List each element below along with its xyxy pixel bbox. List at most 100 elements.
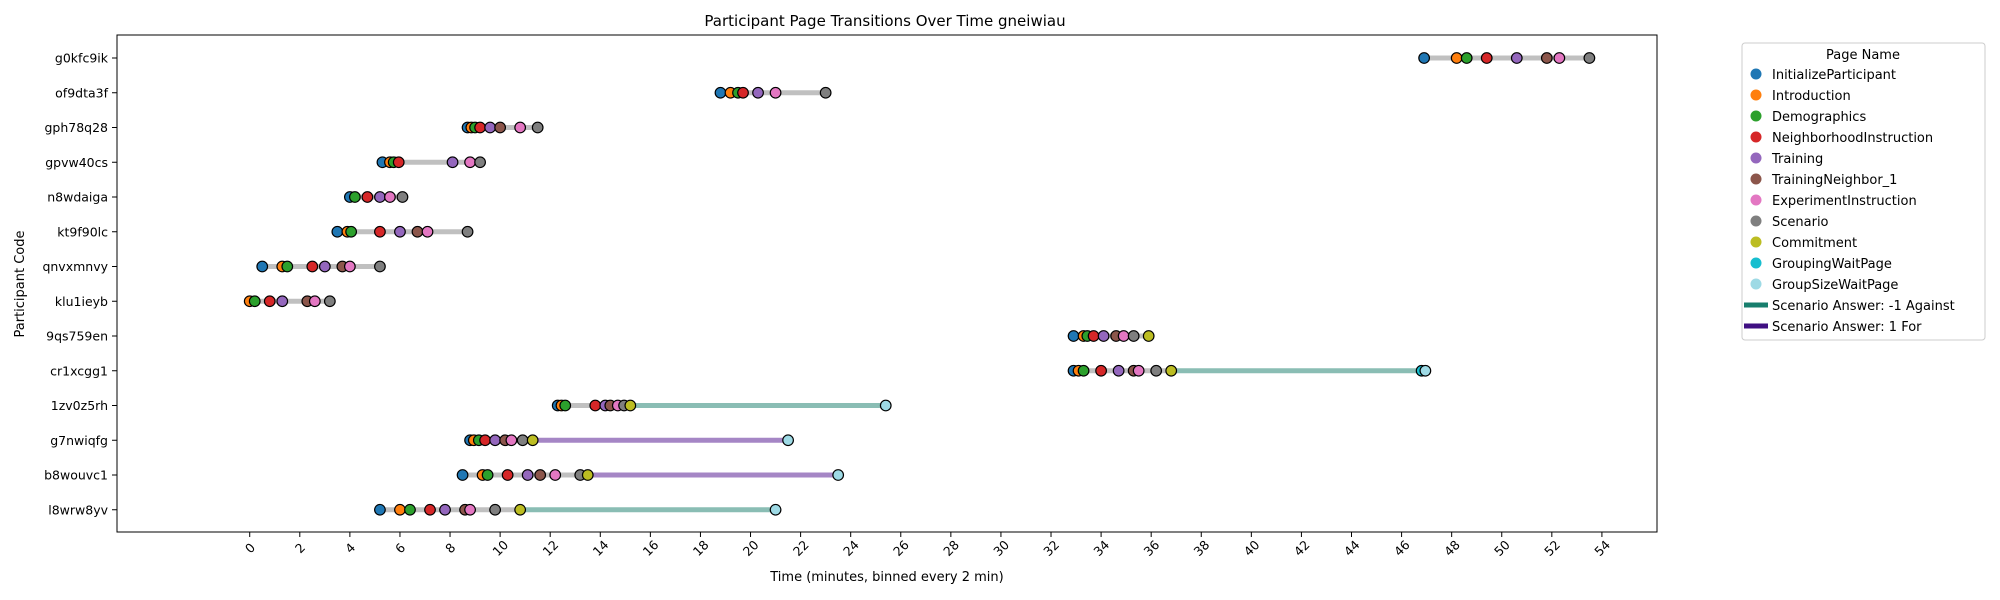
x-tick-label: 28 [940, 537, 962, 559]
data-point [384, 191, 396, 203]
data-point [521, 469, 534, 481]
data-point [306, 260, 319, 273]
data-point [318, 260, 331, 273]
data-point [396, 191, 409, 203]
data-point [782, 434, 794, 447]
data-point [1132, 364, 1145, 377]
data-point [819, 86, 832, 99]
data-point [481, 469, 494, 481]
data-point [424, 503, 436, 516]
data-point [549, 469, 562, 481]
data-point [248, 295, 261, 308]
legend-label: TrainingNeighbor_1 [1771, 173, 1897, 188]
data-point [464, 156, 476, 169]
data-point [331, 225, 344, 238]
y-tick-label: gph78q28 [44, 120, 108, 135]
data-point [1087, 330, 1100, 342]
data-point [534, 469, 547, 481]
data-point [589, 399, 602, 412]
data-point [1067, 330, 1080, 342]
x-tick-label: 48 [1441, 537, 1463, 559]
y-tick-label: of9dta3f [55, 85, 108, 100]
x-tick-label: 40 [1241, 537, 1263, 559]
data-point [374, 225, 386, 238]
x-tick-label: 14 [590, 537, 612, 559]
y-tick-label: g0kfc9ik [55, 51, 109, 66]
x-tick-label: 16 [640, 537, 662, 559]
data-point [474, 121, 486, 134]
data-point [1112, 364, 1125, 377]
legend-marker [1750, 194, 1762, 206]
x-tick-label: 54 [1591, 537, 1613, 559]
y-axis: g0kfc9ik of9dta3f gph78q28 gpvw40cs n8wdaiga… [42, 51, 117, 517]
data-point [276, 295, 289, 308]
x-tick-label: 42 [1291, 537, 1313, 559]
data-point [392, 156, 405, 169]
x-tick-label: 32 [1040, 537, 1062, 559]
legend-label: NeighborhoodInstruction [1772, 131, 1933, 146]
data-point [348, 191, 361, 203]
y-tick-label: qnvxmnvy [42, 259, 108, 274]
data-point [879, 399, 892, 412]
legend-label: Commitment [1772, 236, 1857, 251]
data-point [456, 469, 469, 481]
data-point [323, 295, 336, 308]
data-point [374, 191, 386, 203]
chart-title: Participant Page Transitions Over Time g… [704, 12, 1065, 30]
legend-label: Introduction [1772, 89, 1851, 104]
legend-label: Training [1771, 152, 1823, 167]
data-point [1150, 364, 1163, 377]
data-point [1510, 52, 1523, 64]
data-point [737, 86, 749, 99]
data-point [479, 434, 491, 447]
x-tick-label: 10 [489, 537, 511, 559]
x-tick-label: 34 [1090, 537, 1112, 559]
data-point [1480, 52, 1493, 64]
legend-label: GroupSizeWaitPage [1772, 278, 1898, 293]
y-tick-label: b8wouvc1 [44, 468, 108, 483]
data-point [1540, 52, 1553, 64]
legend-label: Scenario Answer: -1 Against [1772, 299, 1955, 314]
data-point [501, 469, 514, 481]
data-point [769, 86, 782, 99]
data-point [1553, 52, 1566, 64]
y-tick-label: klu1ieyb [55, 294, 108, 309]
legend-marker [1750, 110, 1762, 122]
legend-marker [1750, 236, 1762, 248]
data-point [514, 121, 527, 134]
legend-marker [1750, 278, 1762, 290]
x-axis-label: Time (minutes, binned every 2 min) [769, 570, 1003, 585]
data-point [394, 225, 406, 238]
x-tick-label: 12 [540, 537, 562, 559]
legend-label: Scenario [1772, 215, 1829, 230]
legend-marker [1750, 89, 1762, 101]
y-tick-label: 1zv0z5rh [51, 398, 108, 413]
data-point [1095, 364, 1107, 377]
x-tick-label: 26 [890, 537, 912, 559]
legend-marker [1750, 131, 1762, 143]
data-point [263, 295, 276, 308]
x-tick-label: 20 [740, 537, 762, 559]
y-tick-label: cr1xcgg1 [50, 363, 108, 378]
data-point [464, 503, 476, 516]
legend-label: Demographics [1772, 110, 1866, 125]
data-point [516, 434, 529, 447]
y-tick-label: n8wdaiga [47, 190, 108, 205]
data-point [624, 399, 637, 412]
x-tick-label: 24 [840, 537, 862, 559]
data-point [374, 503, 386, 516]
data-point [1450, 52, 1463, 64]
data-point [559, 399, 572, 412]
data-point [526, 434, 539, 447]
legend-box [1741, 42, 1986, 341]
legend-label: ExperimentInstruction [1772, 194, 1917, 209]
legend-marker [1750, 68, 1762, 80]
y-tick-label: g7nwiqfg [50, 433, 108, 448]
data-point [1165, 364, 1178, 377]
data-point [446, 156, 459, 169]
legend-items: InitializeParticipant Introduction Demogra… [1744, 68, 1955, 335]
x-tick-label: 30 [990, 537, 1012, 559]
x-tick-label: 22 [790, 537, 812, 559]
x-tick-label: 44 [1341, 537, 1363, 559]
